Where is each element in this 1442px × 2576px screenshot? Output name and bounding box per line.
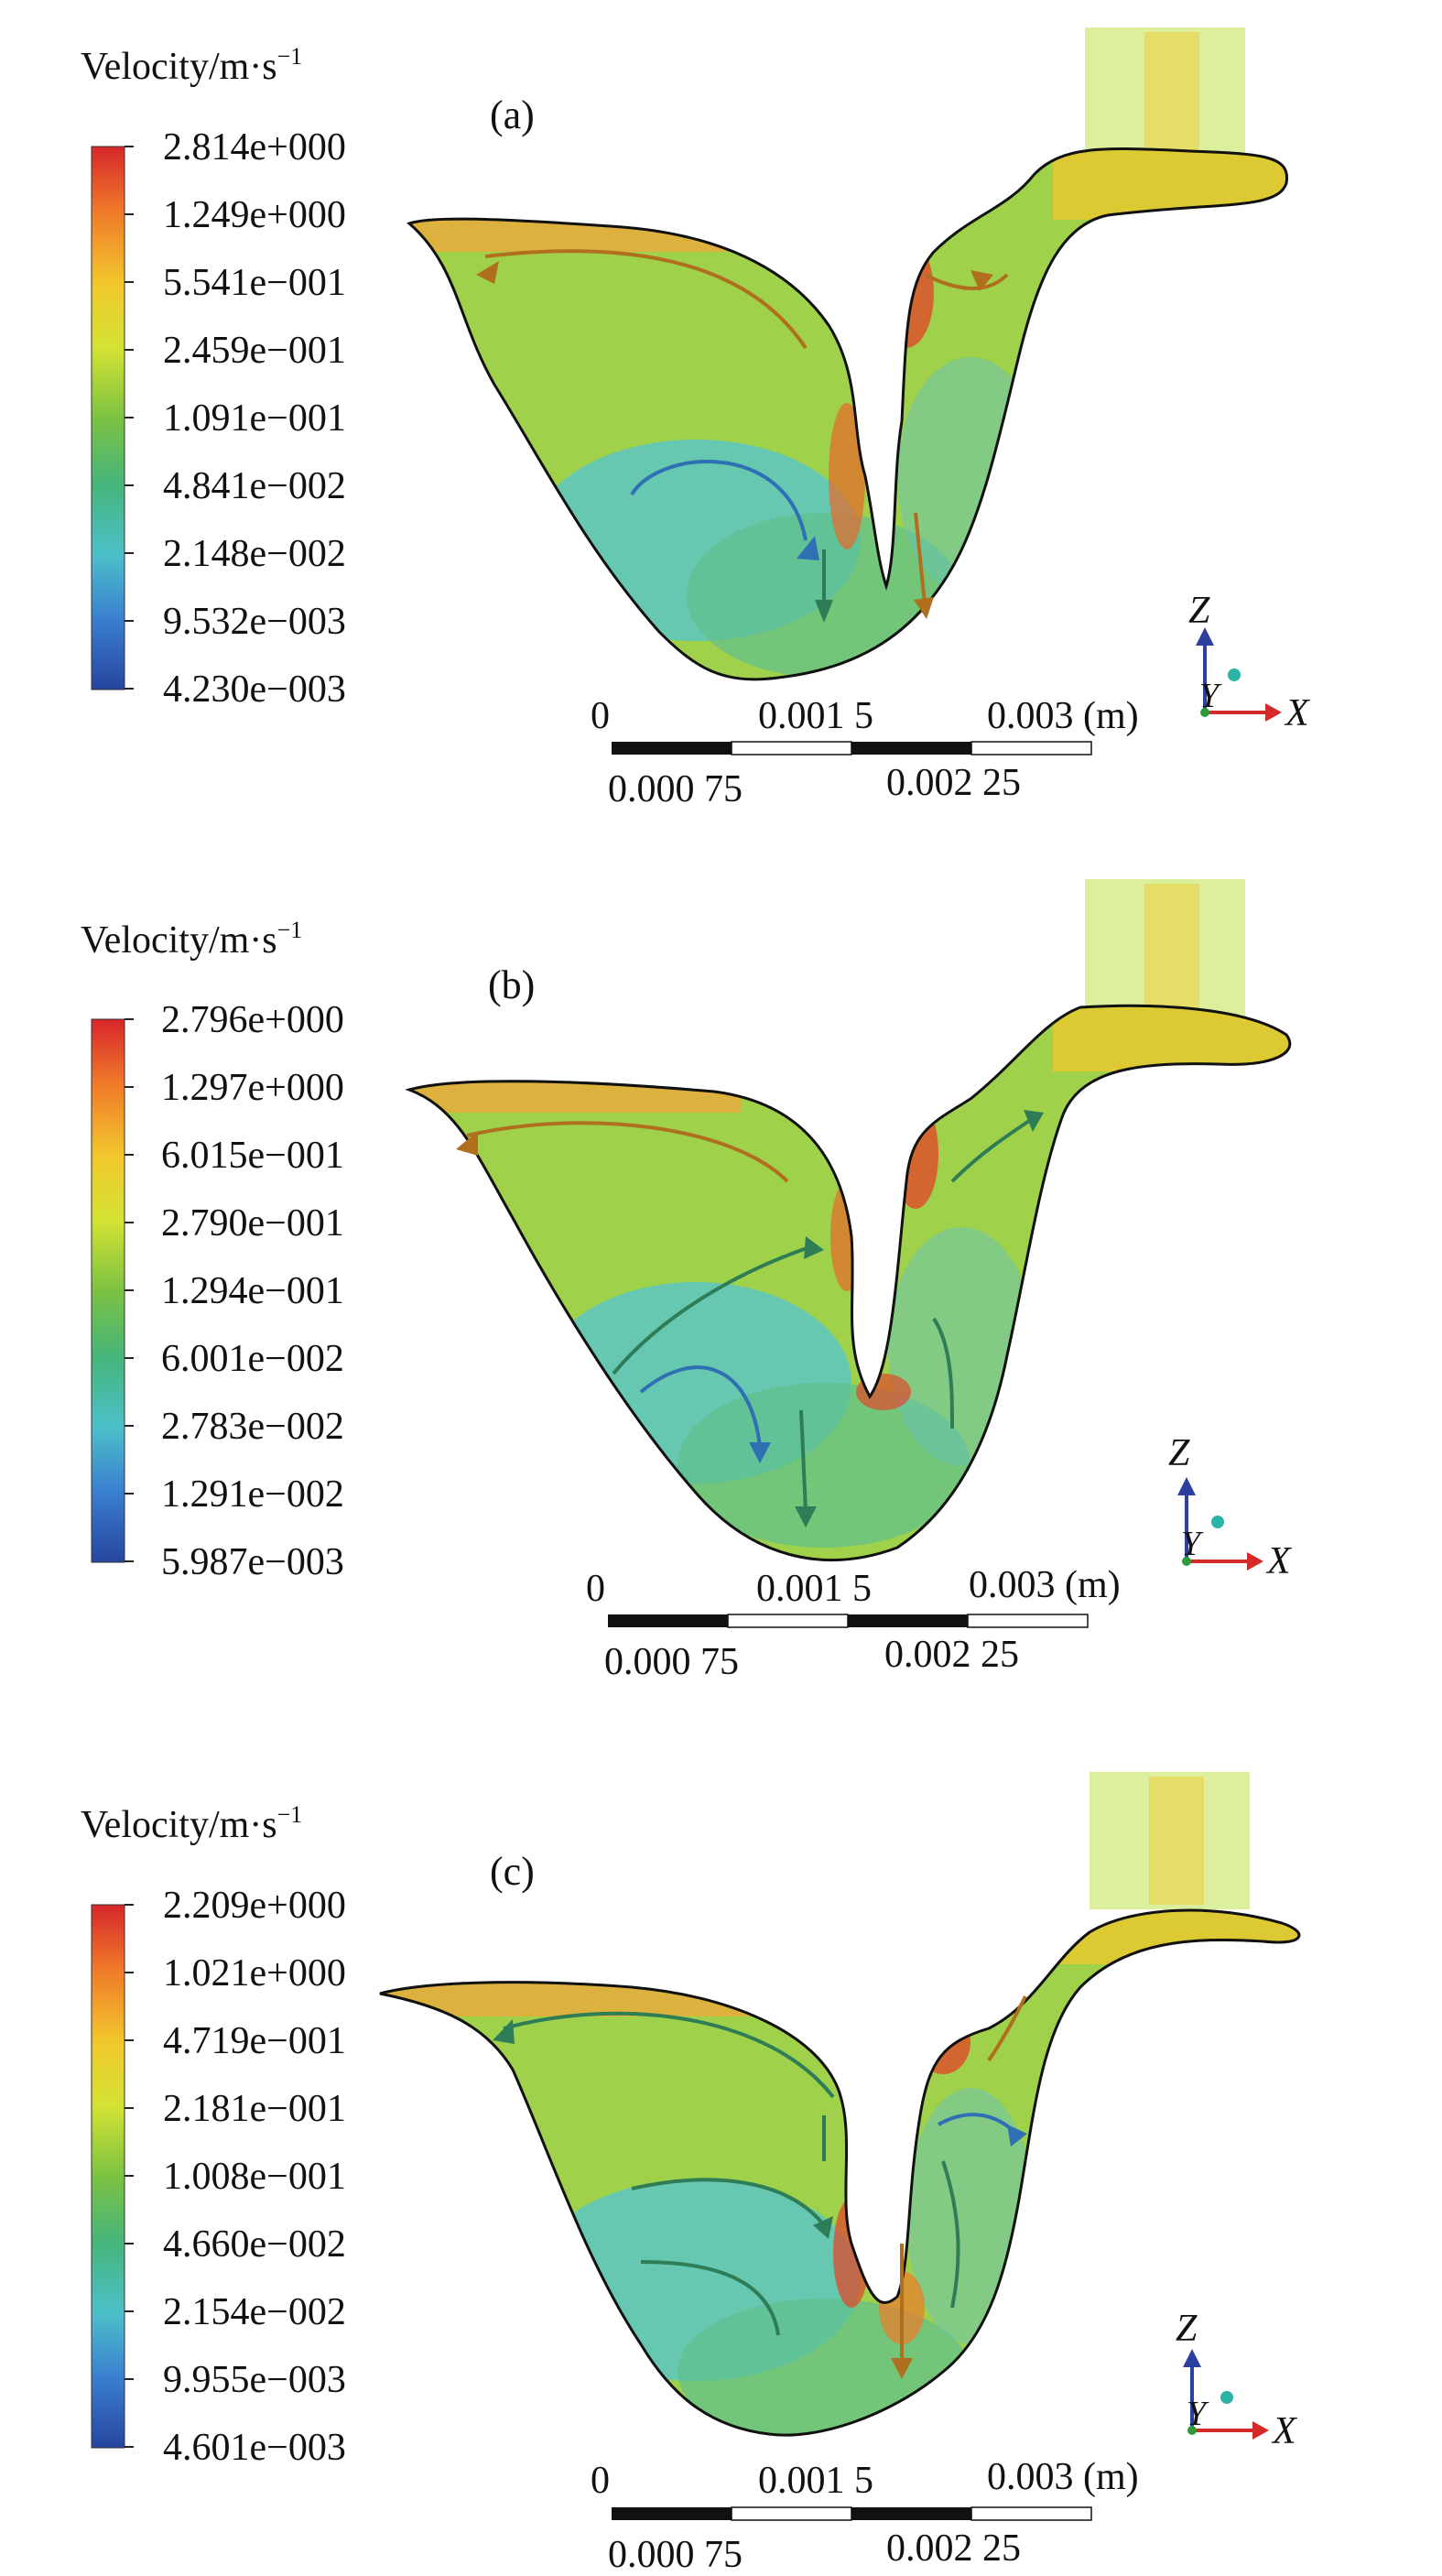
scale-label-b-1: 0.001 5 [756, 1568, 872, 1610]
legend-value-c-0: 2.209e+000 [163, 1885, 346, 1927]
legend-value-a-1: 1.249e+000 [163, 194, 346, 236]
legend-value-b-3: 2.790e−001 [161, 1202, 344, 1245]
legend-value-a-3: 2.459e−001 [163, 330, 346, 372]
panel-a: Velocity/m·s−1 2.814e+000 1.249e+000 5.5… [81, 27, 1311, 810]
panel-c: Velocity/m·s−1 2.209e+000 1.021e+000 4.7… [81, 1772, 1301, 2576]
scale-label-a-2: 0.003 (m) [987, 695, 1139, 737]
scale-label-b-3: 0.000 75 [604, 1641, 739, 1683]
axis-triad-a: Z Y X [1188, 590, 1311, 734]
melt-pool-outline-b [405, 1004, 1292, 1561]
legend-title-sup-c: −1 [277, 1801, 303, 1828]
scale-label-a-3: 0.000 75 [608, 768, 743, 810]
panel-label-a: (a) [490, 92, 535, 137]
legend-value-a-2: 5.541e−001 [163, 262, 346, 304]
legend-value-b-0: 2.796e+000 [161, 999, 344, 1041]
scale-label-c-3: 0.000 75 [608, 2534, 743, 2576]
scale-label-a-4: 0.002 25 [886, 762, 1021, 804]
legend-value-a-0: 2.814e+000 [163, 126, 346, 168]
scale-label-a-1: 0.001 5 [758, 695, 873, 737]
legend-value-b-6: 2.783e−002 [161, 1406, 344, 1448]
legend-title-sup-b: −1 [277, 917, 303, 943]
inlet-field-a [1085, 27, 1245, 165]
legend-c: Velocity/m·s−1 2.209e+000 1.021e+000 4.7… [81, 1801, 346, 2469]
axis-y-label-b: Y [1181, 1525, 1204, 1563]
legend-a: Velocity/m·s−1 2.814e+000 1.249e+000 5.5… [81, 43, 346, 711]
legend-value-a-5: 4.841e−002 [163, 465, 346, 507]
legend-value-c-8: 4.601e−003 [163, 2427, 346, 2469]
legend-value-b-7: 1.291e−002 [161, 1473, 344, 1516]
scale-label-b-0: 0 [586, 1568, 605, 1610]
axis-z-label-c: Z [1176, 2308, 1198, 2350]
scale-label-c-4: 0.002 25 [886, 2527, 1021, 2570]
legend-title-b: Velocity/m·s−1 [81, 917, 302, 962]
legend-value-a-6: 2.148e−002 [163, 533, 346, 575]
scale-label-a-0: 0 [591, 695, 610, 737]
legend-value-b-1: 1.297e+000 [161, 1067, 344, 1109]
legend-value-c-1: 1.021e+000 [163, 1952, 346, 1994]
axis-x-label-b: X [1265, 1540, 1293, 1582]
inlet-field-c [1090, 1772, 1250, 1909]
axis-z-label-a: Z [1188, 590, 1210, 632]
streamlines-a [476, 249, 1009, 623]
axis-y-label-c: Y [1187, 2395, 1209, 2433]
legend-value-c-7: 9.955e−003 [163, 2359, 346, 2401]
legend-title-a: Velocity/m·s−1 [81, 43, 302, 88]
axis-triad-b: Z Y X [1168, 1432, 1293, 1582]
streamlines-b [456, 1110, 1044, 1527]
colorbar-b [91, 1018, 125, 1563]
melt-pool-outline-c [379, 1908, 1301, 2437]
velocity-field-c [380, 1910, 1299, 2436]
scale-label-b-2: 0.003 (m) [969, 1564, 1121, 1606]
scale-label-c-1: 0.001 5 [758, 2460, 873, 2502]
colorbar-a [91, 146, 125, 690]
inlet-field-b [1085, 879, 1245, 1016]
legend-ticks-a [125, 146, 134, 690]
legend-value-a-4: 1.091e−001 [163, 397, 346, 440]
legend-title-sup-a: −1 [277, 43, 303, 70]
legend-title-c: Velocity/m·s−1 [81, 1801, 302, 1846]
legend-value-c-5: 4.660e−002 [163, 2223, 346, 2266]
legend-value-c-6: 2.154e−002 [163, 2291, 346, 2333]
axis-x-label-a: X [1284, 692, 1311, 734]
legend-value-a-7: 9.532e−003 [163, 601, 346, 643]
axis-y-label-a: Y [1199, 677, 1222, 715]
scale-label-b-4: 0.002 25 [884, 1634, 1019, 1676]
scale-bar-b [608, 1614, 1089, 1628]
legend-ticks-c [125, 1904, 134, 2448]
panel-label-b: (b) [488, 962, 535, 1007]
melt-pool-outline-a [407, 147, 1289, 681]
scale-bar-c [612, 2506, 1092, 2521]
scale-bar-a [612, 741, 1092, 755]
legend-value-a-8: 4.230e−003 [163, 668, 346, 711]
legend-value-b-8: 5.987e−003 [161, 1541, 344, 1583]
legend-b: Velocity/m·s−1 2.796e+000 1.297e+000 6.0… [81, 917, 344, 1583]
axis-triad-c: Z Y X [1176, 2308, 1298, 2452]
streamlines-c [493, 1995, 1027, 2379]
panel-b: Velocity/m·s−1 2.796e+000 1.297e+000 6.0… [81, 879, 1293, 1683]
legend-value-c-2: 4.719e−001 [163, 2020, 346, 2062]
legend-value-b-2: 6.015e−001 [161, 1135, 344, 1177]
colorbar-c [91, 1904, 125, 2449]
legend-value-b-4: 1.294e−001 [161, 1270, 344, 1312]
legend-ticks-b [125, 1018, 134, 1562]
legend-value-c-3: 2.181e−001 [163, 2088, 346, 2130]
legend-value-b-5: 6.001e−002 [161, 1338, 344, 1380]
panel-label-c: (c) [490, 1849, 535, 1894]
scale-label-c-0: 0 [591, 2460, 610, 2502]
axis-x-label-c: X [1271, 2410, 1298, 2452]
legend-value-c-4: 1.008e−001 [163, 2156, 346, 2198]
axis-z-label-b: Z [1168, 1432, 1190, 1474]
scale-label-c-2: 0.003 (m) [987, 2456, 1139, 2498]
